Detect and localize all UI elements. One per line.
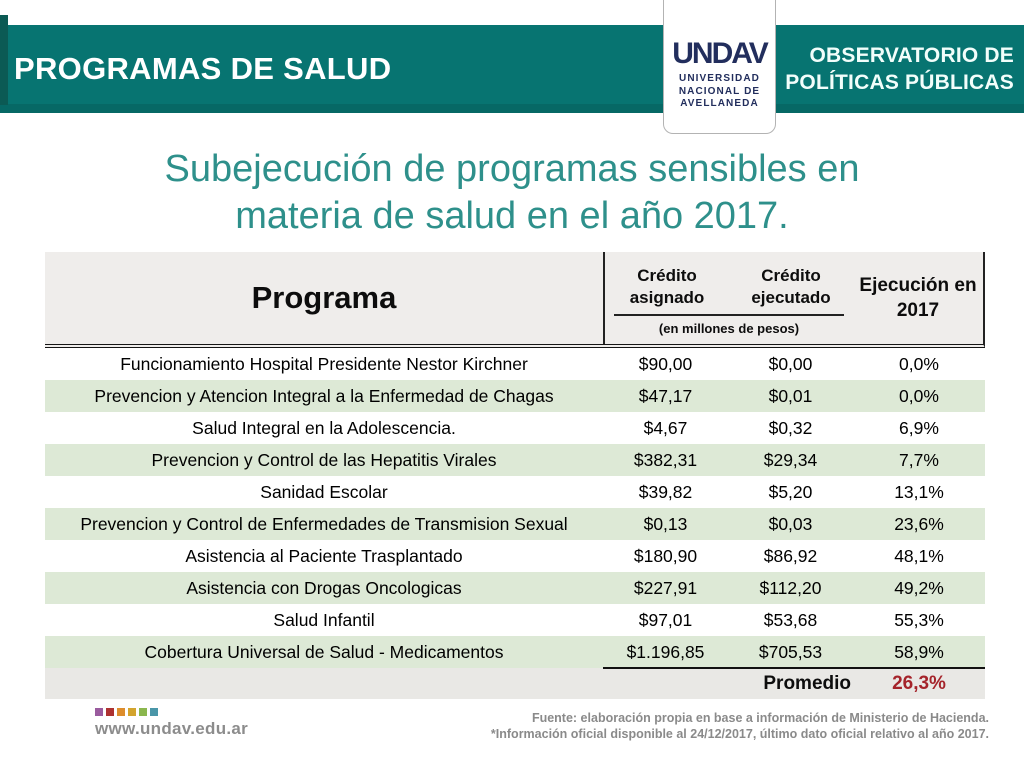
data-table: Programa Crédito asignado Crédito ejecut… [45,252,985,699]
brand-dot [117,708,125,716]
table-header: Programa Crédito asignado Crédito ejecut… [45,252,985,348]
cell-credito-asignado: $47,17 [638,385,693,406]
cell-programa: Funcionamiento Hospital Presidente Nesto… [120,353,528,374]
source-line1: Fuente: elaboración propia en base a inf… [531,711,989,725]
cell-programa: Asistencia con Drogas Oncologicas [186,577,462,598]
cell-credito-ejecutado: $5,20 [768,481,813,502]
credit-columns-header: Crédito asignado Crédito ejecutado (en m… [603,252,853,344]
observatory-line1: OBSERVATORIO DE [809,44,1014,67]
brand-dot [106,708,114,716]
cell-ejecucion: 49,2% [894,577,944,598]
cell-credito-asignado: $382,31 [633,449,698,470]
promedio-label: Promedio [763,672,851,694]
promedio-divider-line [603,667,985,669]
undav-brand-dots [95,708,248,716]
cell-programa: Salud Infantil [273,609,375,630]
cell-credito-ejecutado: $0,32 [768,417,813,438]
source-line2: *Información oficial disponible al 24/12… [490,727,989,741]
promedio-row: Promedio 26,3% [45,667,985,699]
cell-credito-ejecutado: $0,01 [768,385,813,406]
brand-dot [150,708,158,716]
cell-ejecucion: 55,3% [894,609,944,630]
observatory-line2: POLÍTICAS PÚBLICAS [785,71,1014,94]
cell-credito-ejecutado: $0,03 [768,513,813,534]
cell-credito-ejecutado: $29,34 [763,449,818,470]
cell-programa: Asistencia al Paciente Trasplantado [185,545,463,566]
cell-ejecucion: 13,1% [894,481,944,502]
table-body: Funcionamiento Hospital Presidente Nesto… [45,348,985,668]
cell-programa: Prevencion y Atencion Integral a la Enfe… [94,385,554,406]
brand-dot [139,708,147,716]
banner-left-accent [0,15,8,105]
column-header-credito-asignado: Crédito asignado [629,265,705,307]
undav-org-line2: NACIONAL DE [678,85,761,97]
source-note: Fuente: elaboración propia en base a inf… [491,710,989,742]
cell-programa: Prevencion y Control de las Hepatitis Vi… [151,449,497,470]
table-row: Prevencion y Control de Enfermedades de … [45,508,985,540]
table-row: Prevencion y Control de las Hepatitis Vi… [45,444,985,476]
cell-credito-ejecutado: $0,00 [768,353,813,374]
table-row: Asistencia con Drogas Oncologicas $227,91… [45,572,985,604]
column-header-programa: Programa [251,280,397,315]
unit-note: (en millones de pesos) [658,320,800,336]
cell-programa: Cobertura Universal de Salud - Medicamen… [144,641,504,662]
page-title: PROGRAMAS DE SALUD [14,51,392,86]
table-row: Sanidad Escolar $39,82 $5,20 13,1% [45,476,985,508]
cell-credito-asignado: $227,91 [633,577,698,598]
observatory-title: OBSERVATORIO DE POLÍTICAS PÚBLICAS [785,42,1014,96]
undav-org-line1: UNIVERSIDAD [679,73,760,84]
table-row: Salud Infantil $97,01 $53,68 55,3% [45,604,985,636]
cell-ejecucion: 0,0% [899,353,939,374]
undav-logo-wordmark: UNDAV [672,37,768,70]
credit-columns-pair: Crédito asignado Crédito ejecutado [605,265,853,309]
cell-credito-ejecutado: $53,68 [763,609,818,630]
cell-programa: Sanidad Escolar [260,481,388,502]
undav-logo: UNDAV UNIVERSIDAD NACIONAL DE AVELLANEDA [663,0,776,134]
promedio-value: 26,3% [892,672,946,694]
cell-credito-asignado: $90,00 [638,353,693,374]
cell-credito-asignado: $1.196,85 [626,641,705,662]
cell-credito-asignado: $97,01 [638,609,693,630]
cell-credito-ejecutado: $705,53 [758,641,823,662]
cell-ejecucion: 23,6% [894,513,944,534]
cell-ejecucion: 7,7% [899,449,939,470]
cell-programa: Prevencion y Control de Enfermedades de … [80,513,568,534]
website-link[interactable]: www.undav.edu.ar [95,719,249,738]
cell-programa: Salud Integral en la Adolescencia. [192,417,456,438]
cell-ejecucion: 0,0% [899,385,939,406]
column-header-credito-ejecutado: Crédito ejecutado [751,265,831,307]
footer: www.undav.edu.ar Fuente: elaboración pro… [45,708,989,742]
table-row: Asistencia al Paciente Trasplantado $180,… [45,540,985,572]
brand-dot [95,708,103,716]
main-heading-line1: Subejecución de programas sensibles en [164,148,860,190]
table-row: Cobertura Universal de Salud - Medicamen… [45,636,985,668]
undav-logo-text: UNIVERSIDAD NACIONAL DE AVELLANEDA [679,73,760,111]
cell-credito-asignado: $180,90 [633,545,698,566]
main-heading-line2: materia de salud en el año 2017. [235,195,789,237]
column-header-ejecucion: Ejecución en 2017 [859,275,977,321]
table-row: Prevencion y Atencion Integral a la Enfe… [45,380,985,412]
cell-credito-asignado: $39,82 [638,481,693,502]
cell-ejecucion: 58,9% [894,641,944,662]
cell-credito-ejecutado: $86,92 [763,545,818,566]
undav-org-line3: AVELLANEDA [680,98,759,109]
table-row: Funcionamiento Hospital Presidente Nesto… [45,348,985,380]
cell-ejecucion: 6,9% [899,417,939,438]
cell-credito-asignado: $0,13 [643,513,688,534]
cell-credito-ejecutado: $112,20 [759,577,822,598]
main-heading: Subejecución de programas sensibles en m… [0,146,1024,240]
footer-brand: www.undav.edu.ar [95,708,248,739]
brand-dot [128,708,136,716]
table-row: Salud Integral en la Adolescencia. $4,67 $… [45,412,985,444]
header-banner: PROGRAMAS DE SALUD OBSERVATORIO DE POLÍT… [0,25,1024,113]
credit-underline [614,313,844,316]
cell-credito-asignado: $4,67 [643,417,688,438]
cell-ejecucion: 48,1% [894,545,944,566]
